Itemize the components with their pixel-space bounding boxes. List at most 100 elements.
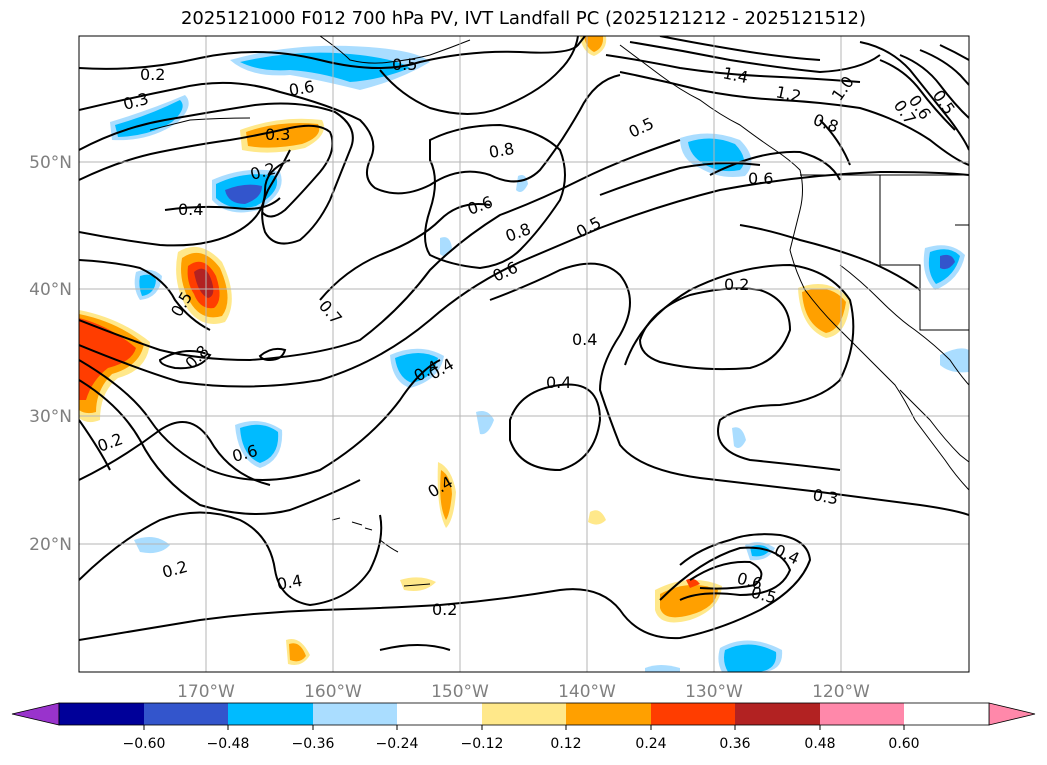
contour-line — [899, 54, 969, 119]
map-title: 2025121000 F012 700 hPa PV, IVT Landfall… — [180, 8, 867, 29]
coastline — [149, 117, 251, 131]
contour-label: 0.4 — [771, 540, 802, 568]
lat-tick-labels: 50°N 40°N 30°N 20°N — [29, 153, 72, 555]
contour-line — [258, 347, 287, 362]
contour-line — [939, 44, 969, 61]
colorbar-segment — [904, 703, 989, 725]
colorbar-tick-label: 0.24 — [635, 736, 666, 752]
lat-label: 30°N — [29, 407, 72, 427]
contour-line — [79, 139, 681, 362]
colorbar-tick-label: 0.12 — [550, 736, 581, 752]
contour-label: 1.0 — [828, 73, 858, 105]
contour-label: 0.2 — [95, 429, 125, 456]
contour-line — [879, 59, 956, 131]
contour-line — [659, 546, 792, 601]
gridlines — [79, 36, 969, 672]
shade-patch — [134, 536, 170, 554]
shade-patch — [79, 318, 136, 400]
contour-line — [164, 197, 281, 211]
pv-contours — [79, 36, 969, 651]
shade-patch — [645, 665, 680, 672]
contour-line — [79, 170, 969, 388]
lon-label: 140°W — [558, 682, 616, 702]
contour-line — [489, 262, 969, 516]
colorbar-segment — [566, 703, 651, 725]
contour-label: 0.3 — [811, 485, 839, 508]
contour-line — [79, 421, 271, 486]
shade-patch — [246, 123, 320, 148]
contour-line — [638, 287, 792, 371]
contour-label: 0.6 — [748, 169, 773, 188]
coastline — [331, 517, 399, 553]
contour-line — [689, 560, 763, 590]
shade-patch — [240, 424, 279, 463]
coastlines — [149, 36, 969, 587]
contour-line — [319, 203, 491, 301]
contour-line — [79, 259, 211, 331]
contour-line — [79, 36, 586, 70]
colorbar-tick-label: −0.36 — [292, 736, 335, 752]
colorbar-segment — [397, 703, 482, 725]
contour-label: 0.5 — [392, 55, 417, 74]
contour-line — [79, 102, 354, 245]
contour-line — [79, 511, 383, 607]
contour-line — [659, 36, 821, 61]
shade-patch — [289, 643, 306, 662]
contour-label: 1.4 — [721, 63, 750, 87]
shade-patch — [686, 578, 700, 588]
contour-label: 0.6 — [287, 77, 315, 100]
contour-label: 0.4 — [275, 571, 303, 594]
contour-label: 0.6 — [465, 192, 495, 219]
shade-patch — [440, 470, 452, 520]
map-frame — [78, 35, 970, 673]
border — [879, 175, 969, 331]
colorbar-extend-max — [988, 702, 1036, 726]
contour-line — [739, 224, 921, 291]
contour-line — [379, 36, 579, 115]
contour-line — [509, 383, 602, 472]
colorbar-tick-label: 0.36 — [719, 736, 750, 752]
shade-patch — [240, 52, 410, 82]
colorbar: −0.60 −0.48 −0.36 −0.24 −0.12 0.12 0.24 … — [11, 702, 1036, 752]
contour-label: 0.3 — [265, 125, 290, 144]
lon-label: 120°W — [812, 682, 870, 702]
shade-patch — [395, 353, 438, 383]
contour-line — [605, 54, 861, 83]
contour-label: 0.3 — [121, 89, 151, 114]
contour-line — [919, 49, 969, 86]
contour-label: 0.5 — [749, 583, 779, 608]
lon-label: 150°W — [431, 682, 489, 702]
lon-label: 130°W — [685, 682, 743, 702]
contour-line — [599, 162, 761, 196]
contour-label: 0.4 — [546, 373, 571, 392]
contour-line — [624, 263, 855, 471]
contour-label: 0.2 — [724, 275, 749, 294]
shade-patch — [584, 36, 604, 52]
lon-tick-labels: 170°W 160°W 150°W 140°W 130°W 120°W — [177, 682, 870, 702]
shade-patch — [476, 411, 494, 435]
contour-line — [859, 41, 969, 151]
colorbar-segment — [735, 703, 820, 725]
shade-patch — [194, 268, 214, 298]
contour-line — [819, 119, 851, 166]
shade-patch — [440, 237, 452, 256]
contour-label: 0.2 — [432, 600, 457, 619]
colorbar-segment — [651, 703, 735, 725]
contour-label: 0.8 — [487, 139, 515, 162]
contour-label: 0.6 — [490, 258, 521, 286]
colorbar-tick-label: 0.60 — [888, 736, 919, 752]
contour-line — [79, 379, 361, 515]
contour-label: 0.4 — [178, 200, 203, 219]
contour-line — [79, 159, 291, 247]
contour-label: 0.7 — [315, 296, 346, 328]
contour-line — [379, 644, 451, 651]
colorbar-tick-label: 0.48 — [804, 736, 835, 752]
coastline — [899, 389, 969, 463]
colorbar-extend-min — [11, 702, 60, 726]
shade-patch — [940, 348, 969, 373]
contour-line — [629, 41, 881, 74]
lon-label: 160°W — [304, 682, 362, 702]
colorbar-segment — [144, 703, 228, 725]
shade-patch — [732, 427, 746, 448]
